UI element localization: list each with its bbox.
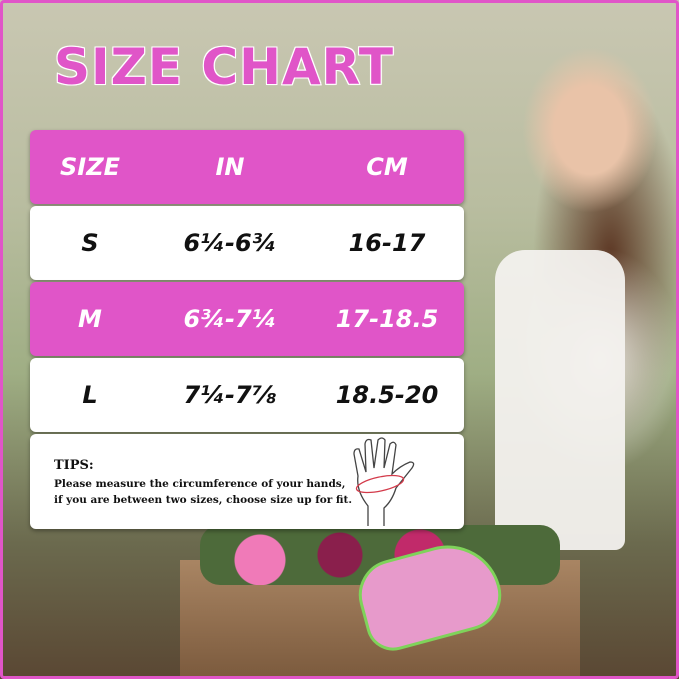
tips-heading: TIPS: [54, 458, 94, 473]
tips-line-2: if you are between two sizes, choose siz… [54, 494, 353, 506]
inch-cell: 7¼-7⅞ [183, 381, 277, 409]
tips-line-1: Please measure the circumference of your… [54, 478, 346, 490]
tips-box: TIPS: Please measure the circumference o… [30, 434, 464, 529]
cm-cell: 18.5-20 [335, 381, 439, 409]
flowers [200, 525, 560, 585]
table-row: L 7¼-7⅞ 18.5-20 [30, 358, 464, 432]
hand-measure-icon [353, 437, 415, 526]
size-cell: S [81, 229, 99, 257]
size-cell: M [78, 305, 102, 333]
tips-text: Please measure the circumference of your… [54, 476, 352, 508]
header-in: IN [215, 153, 245, 181]
header-cm: CM [366, 153, 408, 181]
model-apron [495, 250, 625, 550]
table-row: S 6¼-6¾ 16-17 [30, 206, 464, 280]
cm-cell: 16-17 [348, 229, 426, 257]
page-title: SIZE CHART [53, 37, 395, 97]
inch-cell: 6¾-7¼ [183, 305, 277, 333]
size-cell: L [82, 381, 98, 409]
inch-cell: 6¼-6¾ [183, 229, 277, 257]
header-size: SIZE [59, 153, 120, 181]
cm-cell: 17-18.5 [335, 305, 439, 333]
table-header: SIZE IN CM [30, 130, 464, 204]
table-row: M 6¾-7¼ 17-18.5 [30, 282, 464, 356]
size-table: SIZE IN CM S 6¼-6¾ 16-17 M 6¾-7¼ 17-18.5… [30, 130, 464, 434]
